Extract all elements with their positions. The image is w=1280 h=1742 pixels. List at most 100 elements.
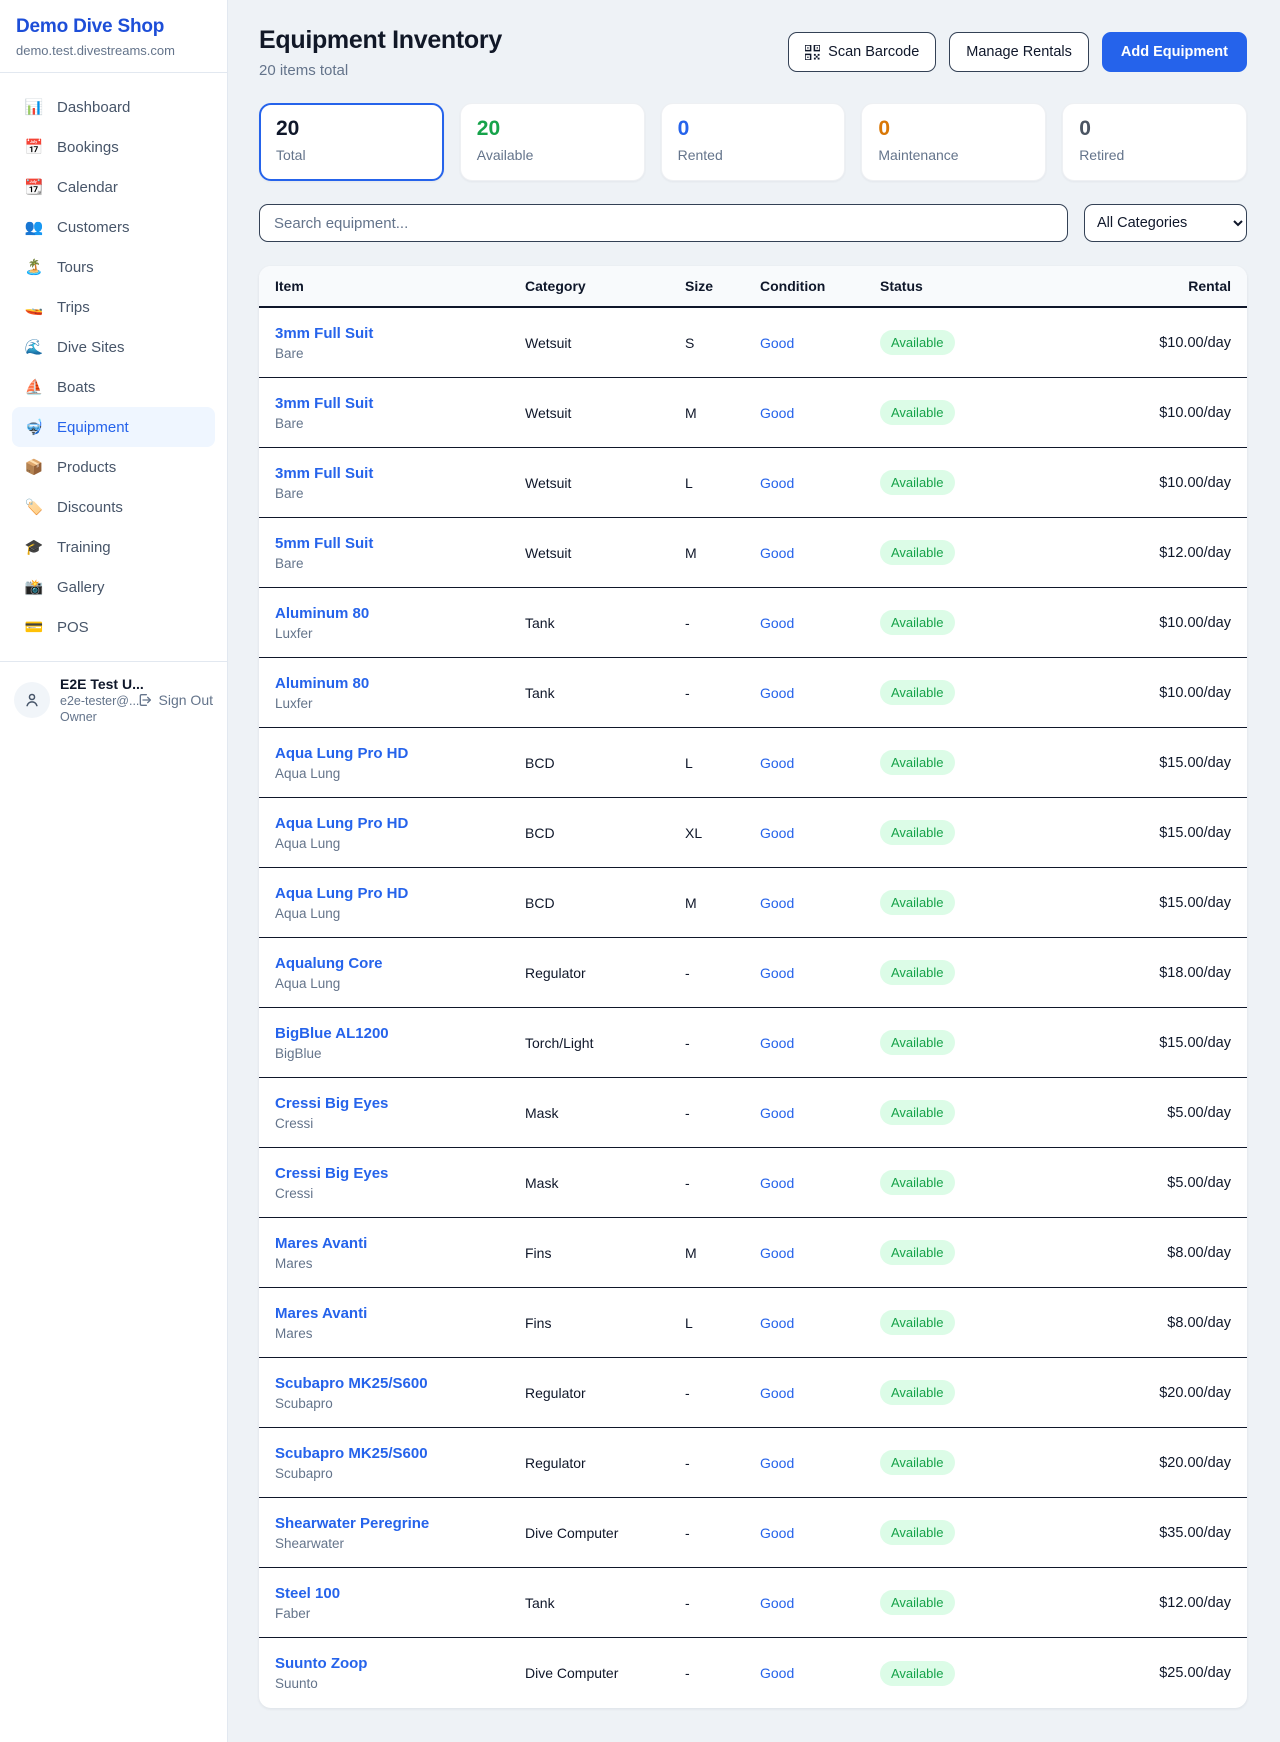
stat-card-retired[interactable]: 0 Retired: [1062, 103, 1247, 181]
sidebar-item-products[interactable]: 📦 Products: [12, 447, 215, 487]
size-cell: -: [685, 1174, 690, 1191]
rental-cell: $18.00/day: [1159, 964, 1231, 981]
item-name-link[interactable]: 5mm Full Suit: [275, 534, 374, 552]
item-name-link[interactable]: Aqua Lung Pro HD: [275, 814, 409, 832]
item-name-link[interactable]: Scubapro MK25/S600: [275, 1374, 428, 1392]
condition-link[interactable]: Good: [760, 1594, 795, 1611]
sidebar-item-trips[interactable]: 🚤 Trips: [12, 287, 215, 327]
condition-link[interactable]: Good: [760, 1384, 795, 1401]
sidebar-item-tours[interactable]: 🏝️ Tours: [12, 247, 215, 287]
item-brand: Suunto: [275, 1676, 318, 1691]
status-cell: Available: [880, 400, 1100, 425]
size-cell: XL: [685, 824, 703, 841]
condition-link[interactable]: Good: [760, 1524, 795, 1541]
condition-link[interactable]: Good: [760, 964, 795, 981]
sidebar-item-dive-sites[interactable]: 🌊 Dive Sites: [12, 327, 215, 367]
sidebar-item-discounts[interactable]: 🏷️ Discounts: [12, 487, 215, 527]
status-badge: Available: [880, 540, 955, 565]
size-cell: S: [685, 334, 695, 351]
sidebar-item-bookings[interactable]: 📅 Bookings: [12, 127, 215, 167]
item-name-link[interactable]: Aluminum 80: [275, 604, 370, 622]
item-name-link[interactable]: 3mm Full Suit: [275, 394, 374, 412]
stat-value: 20: [476, 117, 501, 140]
item-brand: Shearwater: [275, 1535, 345, 1551]
sidebar-item-calendar[interactable]: 📆 Calendar: [12, 167, 215, 207]
condition-link[interactable]: Good: [760, 684, 795, 701]
stat-card-available[interactable]: 20 Available: [459, 103, 645, 181]
condition-link[interactable]: Good: [760, 1314, 795, 1331]
status-badge: Available: [880, 680, 955, 705]
condition-link[interactable]: Good: [760, 1174, 795, 1191]
table-row: Suunto Zoop Suunto Dive Computer - Good Avail…: [259, 1638, 1247, 1708]
sidebar-item-label: Customers: [57, 218, 130, 236]
item-name-link[interactable]: Aqualung Core: [275, 954, 383, 972]
condition-link[interactable]: Good: [760, 894, 795, 911]
item-name-link[interactable]: BigBlue AL1200: [275, 1024, 389, 1042]
sidebar-item-training[interactable]: 🎓 Training: [12, 527, 215, 567]
add-equipment-button[interactable]: Add Equipment: [1101, 32, 1247, 72]
condition-link[interactable]: Good: [760, 544, 795, 561]
condition-link[interactable]: Good: [760, 1665, 795, 1681]
status-cell: Available: [880, 680, 1100, 705]
table-row: Mares Avanti Mares Fins M Good Available $8.00…: [259, 1218, 1247, 1288]
size-cell: -: [685, 1034, 690, 1051]
condition-link[interactable]: Good: [760, 1104, 795, 1121]
sign-out-button[interactable]: Sign Out: [137, 692, 213, 708]
manage-rentals-button[interactable]: Manage Rentals: [949, 32, 1089, 72]
item-name-link[interactable]: Aluminum 80: [275, 674, 370, 692]
stat-card-total[interactable]: 20 Total: [259, 103, 444, 181]
condition-link[interactable]: Good: [760, 614, 795, 631]
item-cell: Scubapro MK25/S600 Scubapro: [275, 1375, 525, 1411]
status-badge: Available: [880, 1380, 955, 1405]
sidebar-item-customers[interactable]: 👥 Customers: [12, 207, 215, 247]
sidebar-item-gallery[interactable]: 📸 Gallery: [12, 567, 215, 607]
sidebar-item-label: Dive Sites: [57, 338, 125, 356]
condition-link[interactable]: Good: [760, 1454, 795, 1471]
item-name-link[interactable]: Aqua Lung Pro HD: [275, 884, 409, 902]
condition-link[interactable]: Good: [760, 1244, 795, 1261]
stat-card-rented[interactable]: 0 Rented: [660, 103, 846, 181]
scan-barcode-button[interactable]: Scan Barcode: [788, 32, 937, 72]
stat-value: 0: [677, 117, 690, 140]
customers-icon: 👥: [24, 219, 44, 236]
condition-link[interactable]: Good: [760, 824, 795, 841]
user-email: e2e-tester@...: [60, 694, 140, 708]
item-name-link[interactable]: Mares Avanti: [275, 1234, 368, 1252]
item-name-link[interactable]: 3mm Full Suit: [275, 464, 374, 482]
item-name-link[interactable]: Mares Avanti: [275, 1304, 368, 1322]
condition-link[interactable]: Good: [760, 1034, 795, 1051]
size-cell: -: [685, 1104, 690, 1121]
table-body: 3mm Full Suit Bare Wetsuit S Good Available $1…: [259, 308, 1247, 1708]
sidebar-item-pos[interactable]: 💳 POS: [12, 607, 215, 647]
category-cell: Torch/Light: [525, 1034, 594, 1051]
stat-card-maintenance[interactable]: 0 Maintenance: [861, 103, 1047, 181]
item-name-link[interactable]: Suunto Zoop: [275, 1655, 368, 1672]
item-name-link[interactable]: Aqua Lung Pro HD: [275, 744, 409, 762]
category-cell: Fins: [525, 1244, 552, 1261]
table-row: Aqua Lung Pro HD Aqua Lung BCD L Good Availab…: [259, 728, 1247, 798]
status-cell: Available: [880, 750, 1100, 775]
sidebar-item-boats[interactable]: ⛵ Boats: [12, 367, 215, 407]
rental-cell: $15.00/day: [1159, 754, 1231, 771]
user-icon: [26, 693, 38, 707]
search-input[interactable]: [259, 204, 1068, 242]
column-header-item: Item: [275, 278, 304, 294]
column-header-rental: Rental: [1188, 278, 1231, 294]
status-badge: Available: [880, 610, 955, 635]
sign-out-icon: [139, 694, 151, 706]
condition-link[interactable]: Good: [760, 404, 795, 421]
condition-link[interactable]: Good: [760, 474, 795, 491]
item-name-link[interactable]: Cressi Big Eyes: [275, 1094, 389, 1112]
item-name-link[interactable]: 3mm Full Suit: [275, 324, 374, 342]
category-select[interactable]: All Categories: [1084, 204, 1247, 242]
item-name-link[interactable]: Cressi Big Eyes: [275, 1164, 389, 1182]
condition-link[interactable]: Good: [760, 754, 795, 771]
table-row: Aluminum 80 Luxfer Tank - Good Available $10.0…: [259, 658, 1247, 728]
item-name-link[interactable]: Scubapro MK25/S600: [275, 1444, 428, 1462]
item-name-link[interactable]: Steel 100: [275, 1584, 341, 1602]
condition-link[interactable]: Good: [760, 334, 795, 351]
item-name-link[interactable]: Shearwater Peregrine: [275, 1514, 430, 1532]
sidebar-item-equipment[interactable]: 🤿 Equipment: [12, 407, 215, 447]
sidebar-item-dashboard[interactable]: 📊 Dashboard: [12, 87, 215, 127]
category-cell: Tank: [525, 1594, 555, 1611]
